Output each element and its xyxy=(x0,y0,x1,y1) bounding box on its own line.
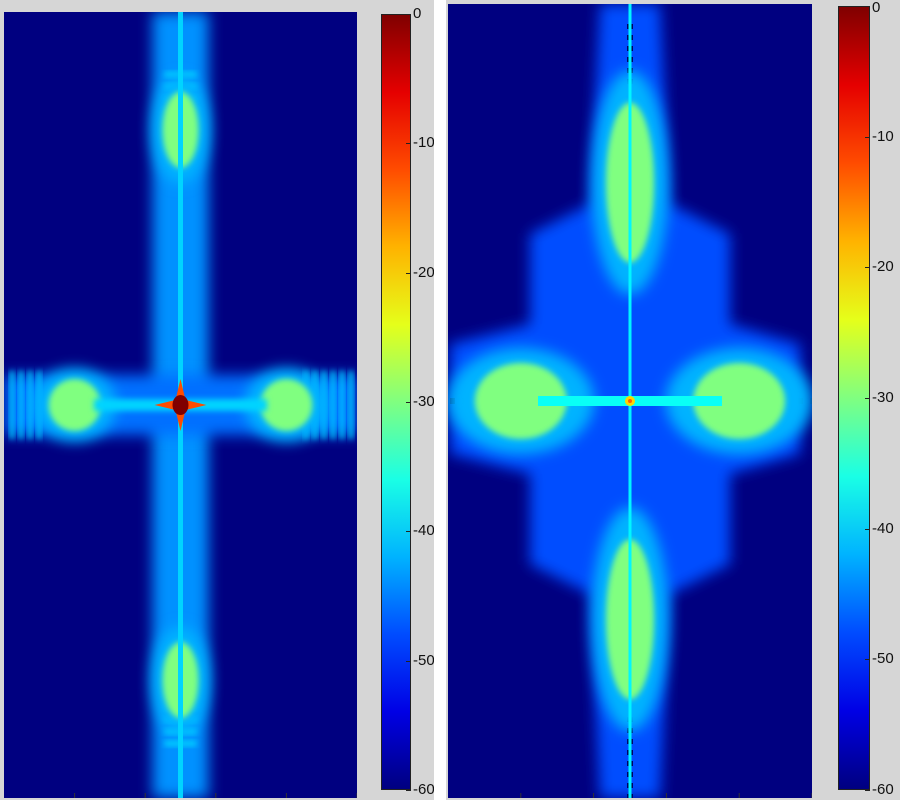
side-lobe xyxy=(260,379,313,431)
colorbar-tick xyxy=(865,6,870,7)
colorbar-tick xyxy=(406,402,411,403)
colorbar-tick-label: 0 xyxy=(413,5,422,22)
colorbar-tick-label: -50 xyxy=(413,651,435,669)
peak xyxy=(172,395,189,415)
colorbar-tick-label: -60 xyxy=(413,781,435,798)
colorbar-tick-label: -30 xyxy=(413,393,435,410)
colorbar-tick-label: -30 xyxy=(872,389,894,406)
colorbar-tick xyxy=(406,531,411,533)
heatmap-plot-right xyxy=(448,4,812,798)
colorbar-tick xyxy=(865,790,870,791)
colorbar-tick-label: -20 xyxy=(413,263,435,281)
peak-core xyxy=(628,399,632,403)
ring-stripe xyxy=(28,371,32,439)
colorbar-tick-label: -20 xyxy=(872,258,894,276)
colorbar-tick-label: -60 xyxy=(872,781,894,798)
colorbar-tick xyxy=(865,528,870,530)
colorbar-tick xyxy=(406,14,411,15)
colorbar-tick xyxy=(406,272,411,274)
colorbar-tick-label: -10 xyxy=(413,134,435,152)
colorbar-tick-label: -40 xyxy=(413,522,435,540)
side-lobe xyxy=(48,379,101,431)
colorbar-tick xyxy=(865,136,870,138)
colorbar-tick xyxy=(865,267,870,269)
side-lobe xyxy=(693,363,786,439)
ring-stripe xyxy=(10,371,14,439)
colorbar-tick-label: -40 xyxy=(872,519,894,537)
ring-stripe xyxy=(349,371,353,439)
side-lobe xyxy=(474,363,567,439)
colorbar-tick xyxy=(406,143,411,145)
colorbar-tick xyxy=(406,790,411,791)
colorbar-tick xyxy=(865,398,870,399)
heatmap-plot-left xyxy=(4,12,357,798)
panel-divider xyxy=(434,0,446,800)
colorbar-tick-label: -10 xyxy=(872,127,894,145)
colorbar-tick xyxy=(406,660,411,662)
ring-stripe xyxy=(331,371,335,439)
ring-stripe xyxy=(340,371,344,439)
colorbar-tick xyxy=(865,659,870,661)
colorbar-tick-label: -50 xyxy=(872,650,894,668)
colorbar-tick-label: 0 xyxy=(872,0,881,16)
ring-stripe xyxy=(19,371,23,439)
